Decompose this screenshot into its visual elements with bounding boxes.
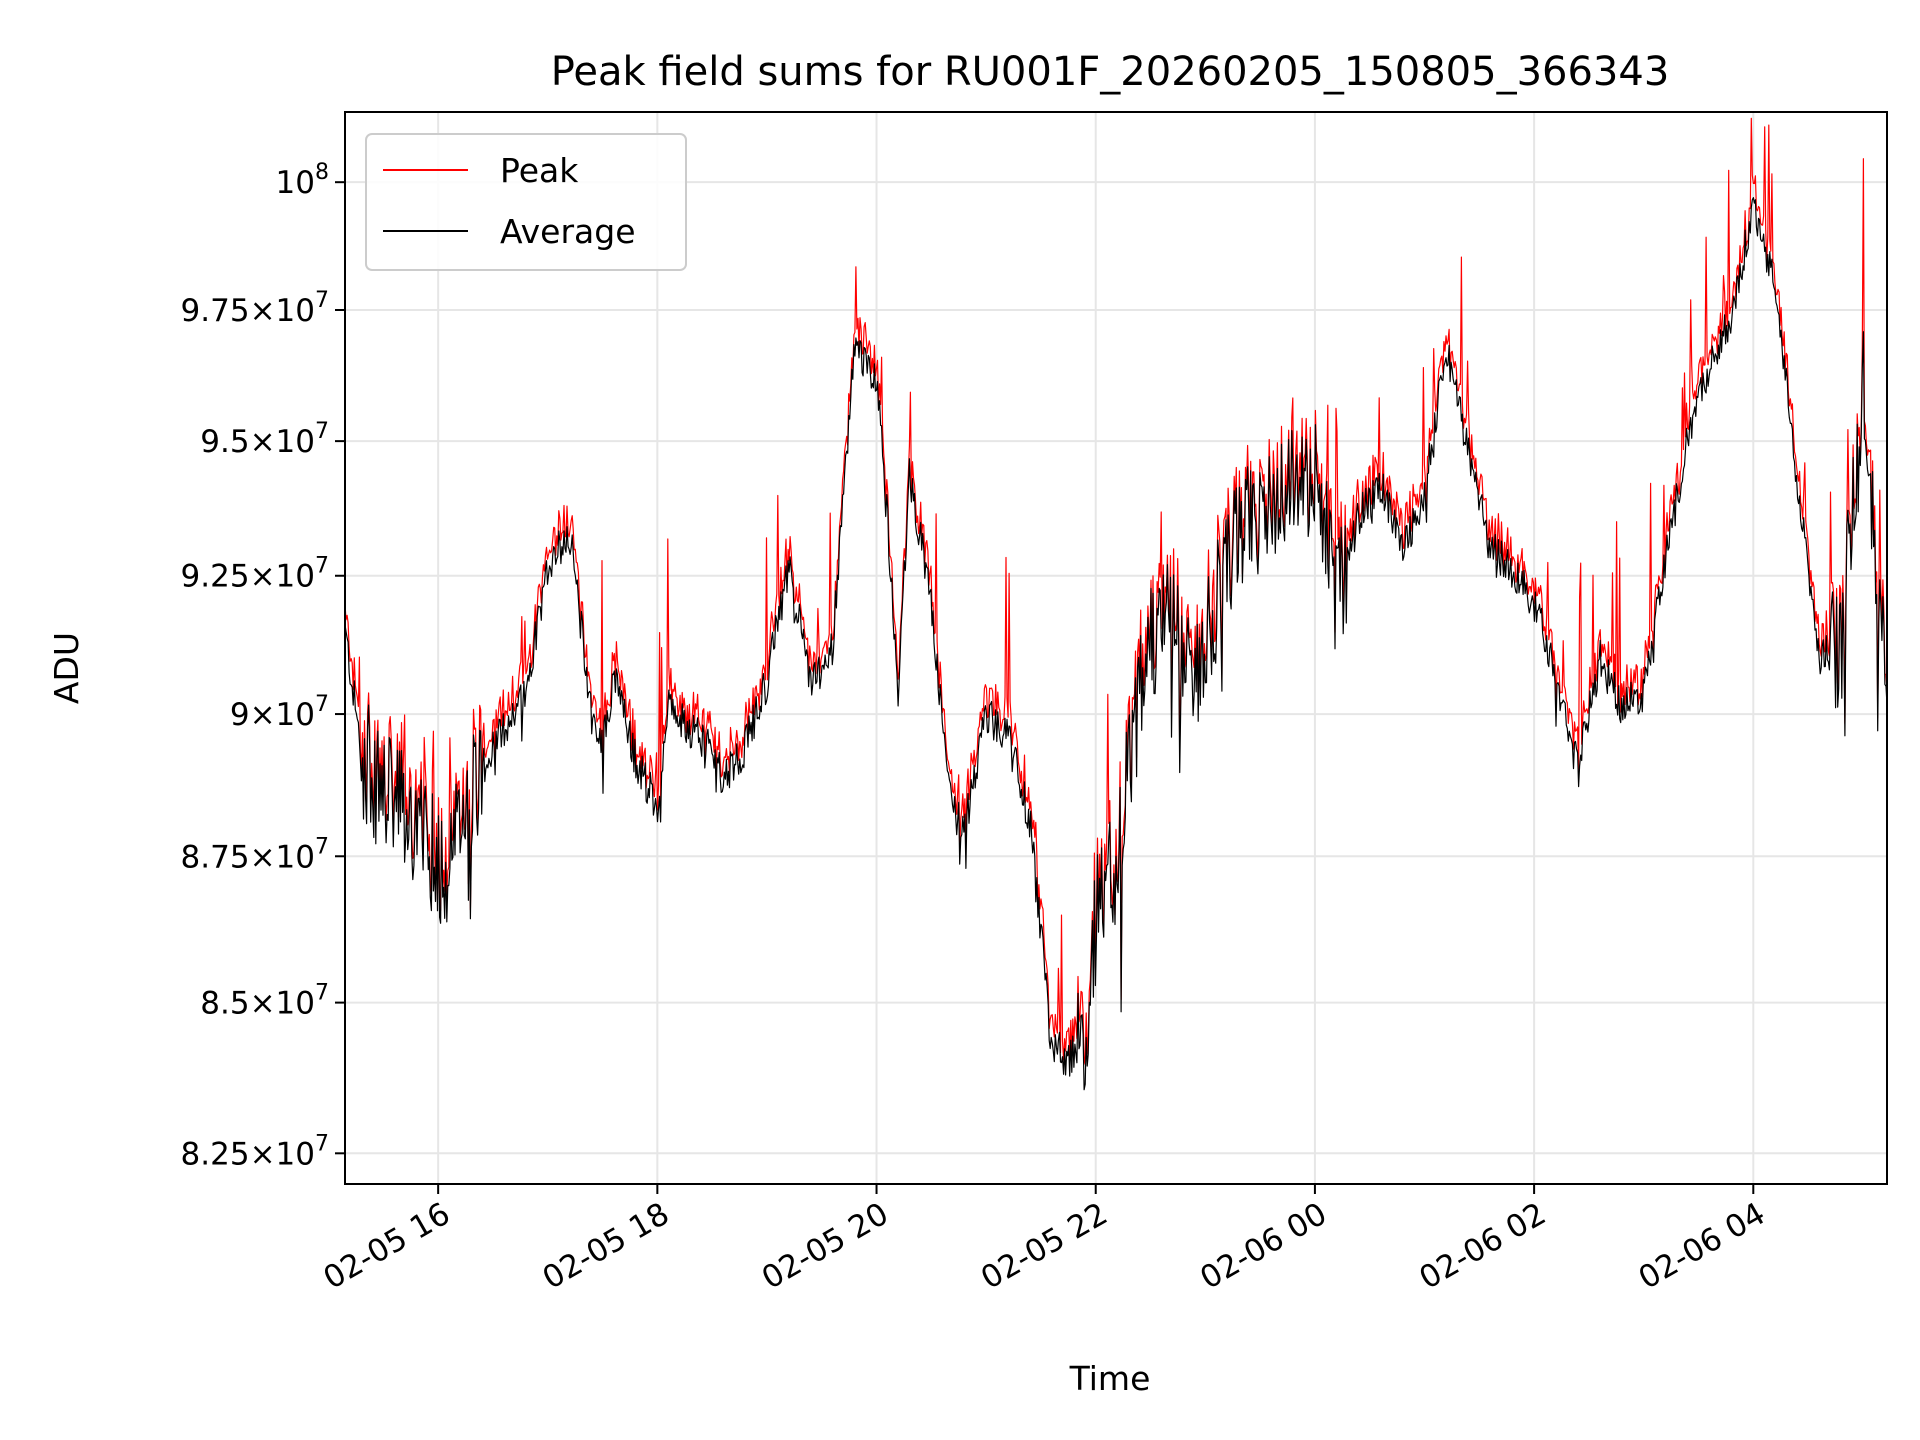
y-tick-base: 10 [276, 839, 315, 875]
x-tick-label: 02-05 20 [756, 1196, 895, 1297]
y-tick-exponent: 7 [315, 554, 329, 579]
y-tick-label: 8.75×107 [181, 834, 329, 875]
y-tick-exponent: 7 [315, 1131, 329, 1156]
y-tick-times: × [250, 1136, 276, 1172]
series-line-average [344, 197, 1888, 1091]
y-tick-base: 10 [276, 697, 315, 733]
legend-label-average: Average [500, 212, 636, 251]
y-tick-base: 10 [276, 986, 315, 1022]
y-tick-mantissa: 9.75 [181, 293, 250, 329]
y-tick-label: 9.75×107 [181, 288, 329, 329]
x-tick-label: 02-06 00 [1194, 1196, 1333, 1297]
y-tick-mantissa: 8.5 [200, 986, 249, 1022]
y-tick-exponent: 7 [315, 981, 329, 1006]
y-tick-mantissa: 8.25 [181, 1136, 250, 1172]
y-tick-exponent: 7 [315, 834, 329, 859]
grid-lines [345, 112, 1887, 1184]
series-group-average [344, 197, 1888, 1091]
y-tick-base: 10 [276, 559, 315, 595]
x-tick-label: 02-05 18 [537, 1196, 676, 1297]
y-tick-times: × [250, 839, 276, 875]
y-tick-label: 9.25×107 [181, 554, 329, 595]
y-tick-label: 9.5×107 [200, 419, 329, 460]
x-tick-label: 02-05 22 [975, 1196, 1114, 1297]
y-tick-times: × [250, 986, 276, 1022]
y-tick-exponent: 7 [315, 419, 329, 444]
y-tick-mantissa: 9.25 [181, 559, 250, 595]
y-tick-base: 10 [276, 293, 315, 329]
y-tick-base: 10 [276, 165, 315, 201]
y-tick-times: × [250, 293, 276, 329]
y-tick-mantissa: 8.75 [181, 839, 250, 875]
y-tick-label: 9×107 [230, 692, 329, 733]
y-tick-label: 108 [276, 160, 329, 201]
legend-box [365, 133, 687, 271]
legend: Peak Average [365, 133, 687, 271]
y-tick-exponent: 8 [315, 160, 329, 185]
x-axis-ticks: 02-05 16 02-05 18 02-05 20 02-05 22 02-06 00… [317, 1184, 1771, 1297]
chart-title: Peak field sums for RU001F_20260205_1508… [551, 49, 1670, 95]
x-tick-label: 02-06 02 [1413, 1196, 1552, 1297]
y-tick-mantissa: 9.5 [200, 424, 249, 460]
y-tick-label: 8.5×107 [200, 981, 329, 1022]
y-tick-base: 10 [276, 424, 315, 460]
x-axis-label: Time [1069, 1359, 1151, 1398]
y-tick-label: 8.25×107 [181, 1131, 329, 1172]
y-axis-ticks: 8.25×1078.5×1078.75×1079×1079.25×1079.5×… [181, 160, 345, 1172]
legend-label-peak: Peak [500, 151, 579, 190]
y-tick-mantissa: 9 [230, 697, 250, 733]
x-tick-label: 02-05 16 [317, 1196, 456, 1297]
x-tick-label: 02-06 04 [1633, 1196, 1772, 1297]
y-tick-exponent: 7 [315, 288, 329, 313]
y-tick-exponent: 7 [315, 692, 329, 717]
y-axis-label: ADU [47, 632, 86, 704]
y-tick-base: 10 [276, 1136, 315, 1172]
y-tick-times: × [250, 559, 276, 595]
plot-area-frame [344, 111, 1888, 1185]
y-tick-times: × [250, 697, 276, 733]
y-tick-times: × [250, 424, 276, 460]
